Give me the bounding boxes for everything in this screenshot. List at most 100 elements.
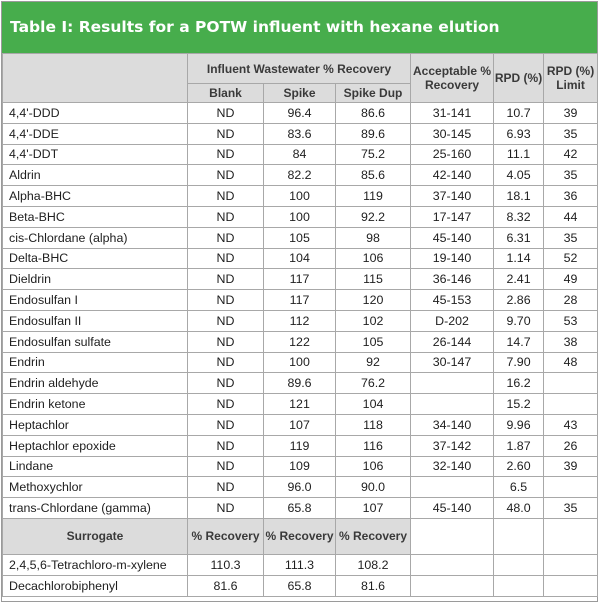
spike-value: 84 xyxy=(263,143,336,166)
rpd-limit-value: 35 xyxy=(543,122,599,145)
acceptable-range: 45-153 xyxy=(410,289,495,311)
spike-value: 104 xyxy=(263,247,336,270)
blank-value: ND xyxy=(187,102,264,124)
compound-name: Endrin aldehyde xyxy=(2,372,188,395)
compound-name: Methoxychlor xyxy=(2,476,188,499)
surrogate-value: 65.8 xyxy=(263,574,336,597)
spike-dup-value: 102 xyxy=(334,309,412,332)
acceptable-range xyxy=(410,393,495,415)
blank-value: ND xyxy=(187,122,264,145)
empty-cell xyxy=(410,574,495,597)
spike-dup-value: 85.6 xyxy=(334,164,412,187)
acceptable-range: 25-160 xyxy=(410,143,495,166)
rpd-value: 16.2 xyxy=(493,372,545,395)
empty-cell xyxy=(410,553,495,576)
rpd-limit-value: 35 xyxy=(543,164,599,187)
spike-dup-value: 115 xyxy=(334,268,412,291)
surrogate-header-row: Surrogate % Recovery % Recovery % Recove… xyxy=(2,517,599,555)
blank-value: ND xyxy=(187,205,264,228)
surrogate-row: 2,4,5,6-Tetrachloro-m-xylene 110.3 111.3 10… xyxy=(2,553,599,576)
table-row: Methoxychlor ND 96.0 90.0 6.5 xyxy=(2,476,599,499)
acceptable-range: 17-147 xyxy=(410,205,495,228)
blank-value: ND xyxy=(187,185,264,207)
rpd-value: 11.1 xyxy=(493,143,545,166)
surrogate-label: Surrogate xyxy=(2,517,188,555)
spike-dup-value: 106 xyxy=(334,455,412,478)
surrogate-value: 111.3 xyxy=(263,553,336,576)
rpd-limit-value: 48 xyxy=(543,351,599,374)
spike-value: 100 xyxy=(263,351,336,374)
spike-value: 117 xyxy=(263,268,336,291)
acceptable-range: 42-140 xyxy=(410,164,495,187)
rpd-limit-value: 39 xyxy=(543,102,599,124)
acceptable-range: 36-146 xyxy=(410,268,495,291)
spike-value: 96.4 xyxy=(263,102,336,124)
rpd-value: 15.2 xyxy=(493,393,545,415)
rpd-value: 18.1 xyxy=(493,185,545,207)
table-row: 4,4'-DDT ND 84 75.2 25-160 11.1 42 xyxy=(2,143,599,166)
table-row: Aldrin ND 82.2 85.6 42-140 4.05 35 xyxy=(2,164,599,187)
compound-name: Endosulfan II xyxy=(2,309,188,332)
empty-cell xyxy=(543,574,599,597)
spike-value: 112 xyxy=(263,309,336,332)
spike-value: 100 xyxy=(263,205,336,228)
rpd-value: 48.0 xyxy=(493,497,545,519)
surrogate-value: 81.6 xyxy=(334,574,412,597)
rpd-value: 1.87 xyxy=(493,434,545,457)
spike-dup-value: 98 xyxy=(334,226,412,249)
table-row: Alpha-BHC ND 100 119 37-140 18.1 36 xyxy=(2,185,599,207)
acceptable-range: 37-140 xyxy=(410,185,495,207)
acceptable-range: D-202 xyxy=(410,309,495,332)
header-acceptable-recovery: Acceptable % Recovery xyxy=(410,53,495,103)
header-row-2: Blank Spike Spike Dup xyxy=(3,83,598,103)
header-row-1: Influent Wastewater % Recovery Acceptabl… xyxy=(2,53,599,103)
rpd-limit-value: 35 xyxy=(543,497,599,519)
table-row: trans-Chlordane (gamma) ND 65.8 107 45-140 48… xyxy=(2,497,599,519)
rpd-value: 9.96 xyxy=(493,413,545,436)
empty-cell xyxy=(543,553,599,576)
blank-value: ND xyxy=(187,455,264,478)
spike-dup-value: 89.6 xyxy=(334,122,412,145)
compound-name: Alpha-BHC xyxy=(2,185,188,207)
compound-name: Endrin ketone xyxy=(2,393,188,415)
spike-value: 96.0 xyxy=(263,476,336,499)
spike-dup-value: 92.2 xyxy=(334,205,412,228)
blank-value: ND xyxy=(187,330,264,353)
compound-name: Lindane xyxy=(2,455,188,478)
blank-value: ND xyxy=(187,309,264,332)
surrogate-section: Surrogate % Recovery % Recovery % Recove… xyxy=(2,517,599,597)
compound-name: cis-Chlordane (alpha) xyxy=(2,226,188,249)
header-rpd-limit: RPD (%) Limit xyxy=(543,53,599,103)
compound-name: Endrin xyxy=(2,351,188,374)
surrogate-name: Decachlorobiphenyl xyxy=(2,574,188,597)
rpd-limit-value: 43 xyxy=(543,413,599,436)
surrogate-value: 110.3 xyxy=(187,553,264,576)
rpd-value: 9.70 xyxy=(493,309,545,332)
surrogate-name: 2,4,5,6-Tetrachloro-m-xylene xyxy=(2,553,188,576)
acceptable-range: 37-142 xyxy=(410,434,495,457)
compound-name: Heptachlor epoxide xyxy=(2,434,188,457)
acceptable-range: 34-140 xyxy=(410,413,495,436)
acceptable-range xyxy=(410,476,495,499)
spike-value: 119 xyxy=(263,434,336,457)
table-row: cis-Chlordane (alpha) ND 105 98 45-140 6.31 35 xyxy=(2,226,599,249)
spike-dup-value: 104 xyxy=(334,393,412,415)
spike-dup-value: 86.6 xyxy=(334,102,412,124)
table-row: Dieldrin ND 117 115 36-146 2.41 49 xyxy=(2,268,599,291)
rpd-limit-value xyxy=(543,393,599,415)
blank-value: ND xyxy=(187,497,264,519)
blank-value: ND xyxy=(187,413,264,436)
spike-value: 122 xyxy=(263,330,336,353)
header-rpd: RPD (%) xyxy=(493,53,545,103)
spike-dup-value: 106 xyxy=(334,247,412,270)
empty-cell xyxy=(493,574,545,597)
spike-dup-value: 116 xyxy=(334,434,412,457)
blank-value: ND xyxy=(187,226,264,249)
header-blank: Blank xyxy=(187,83,264,103)
spike-value: 105 xyxy=(263,226,336,249)
header-spike-dup: Spike Dup xyxy=(334,83,412,103)
spike-value: 83.6 xyxy=(263,122,336,145)
table-row: 4,4'-DDD ND 96.4 86.6 31-141 10.7 39 xyxy=(2,102,599,124)
surrogate-pct-header: % Recovery xyxy=(263,517,336,555)
